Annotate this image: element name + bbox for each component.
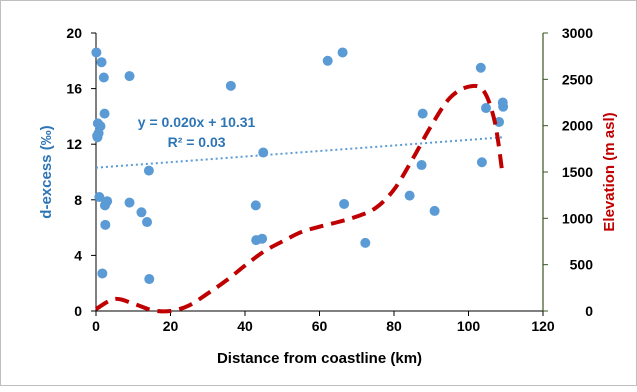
data-point bbox=[97, 268, 108, 279]
right-y-tick-label: 1000 bbox=[562, 210, 593, 226]
data-point bbox=[337, 47, 348, 58]
left-y-tick-label: 8 bbox=[74, 192, 82, 208]
trendline-equation: y = 0.020x + 10.31 bbox=[138, 114, 256, 130]
left-y-tick-label: 4 bbox=[74, 247, 82, 263]
right-y-tick-label: 2500 bbox=[562, 71, 593, 87]
trendline-r-squared: R² = 0.03 bbox=[168, 134, 226, 150]
data-point bbox=[99, 108, 110, 119]
x-tick-label: 60 bbox=[312, 318, 328, 334]
x-tick-label: 100 bbox=[457, 318, 481, 334]
data-point bbox=[417, 108, 428, 119]
right-y-tick-label: 3000 bbox=[562, 25, 593, 41]
data-point bbox=[416, 160, 427, 171]
data-point bbox=[481, 103, 492, 114]
data-point bbox=[494, 116, 505, 127]
x-tick-label: 120 bbox=[531, 318, 555, 334]
right-y-tick-label: 2000 bbox=[562, 118, 593, 134]
data-point bbox=[94, 192, 105, 203]
data-point bbox=[142, 217, 153, 228]
data-point bbox=[102, 196, 113, 207]
data-point bbox=[322, 55, 333, 66]
data-point bbox=[475, 62, 486, 73]
data-point bbox=[96, 57, 107, 68]
data-point bbox=[143, 165, 154, 176]
data-point bbox=[91, 47, 102, 58]
data-point bbox=[95, 121, 106, 132]
data-point bbox=[136, 207, 147, 218]
data-point bbox=[225, 80, 236, 91]
data-point bbox=[124, 197, 135, 208]
x-tick-label: 0 bbox=[92, 318, 100, 334]
elevation-line bbox=[94, 83, 504, 314]
right-y-tick-label: 1500 bbox=[562, 164, 593, 180]
data-point bbox=[144, 274, 155, 285]
right-y-axis-title: Elevation (m asl) bbox=[601, 112, 618, 231]
data-point bbox=[429, 205, 440, 216]
x-tick-label: 20 bbox=[163, 318, 179, 334]
trendline bbox=[95, 136, 503, 169]
x-tick-label: 40 bbox=[237, 318, 253, 334]
left-y-tick-label: 0 bbox=[74, 303, 82, 319]
right-y-tick-label: 0 bbox=[585, 303, 593, 319]
data-point bbox=[124, 71, 135, 82]
data-point bbox=[100, 219, 111, 230]
data-point bbox=[257, 233, 268, 244]
data-point bbox=[258, 147, 269, 158]
axes bbox=[91, 32, 548, 316]
data-point bbox=[404, 190, 415, 201]
data-point bbox=[476, 157, 487, 168]
left-y-axis-title: d-excess (‰) bbox=[38, 125, 55, 218]
data-point bbox=[250, 200, 261, 211]
right-y-tick-label: 500 bbox=[570, 257, 594, 273]
data-point bbox=[98, 72, 109, 83]
x-tick-label: 80 bbox=[386, 318, 402, 334]
left-y-tick-label: 20 bbox=[66, 25, 82, 41]
data-point bbox=[360, 237, 371, 248]
data-point bbox=[498, 101, 509, 112]
data-point bbox=[339, 198, 350, 209]
left-y-tick-label: 16 bbox=[66, 81, 82, 97]
x-axis-title: Distance from coastline (km) bbox=[217, 350, 422, 367]
left-y-tick-label: 12 bbox=[66, 136, 82, 152]
